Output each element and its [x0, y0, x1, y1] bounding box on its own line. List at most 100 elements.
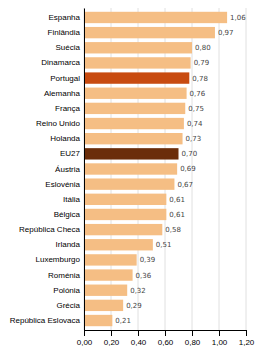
bar	[84, 27, 215, 38]
bar	[84, 88, 187, 99]
y-tick: Grécia	[56, 301, 84, 310]
bar	[84, 209, 166, 220]
y-tick: Áustria	[55, 165, 84, 174]
x-tick-mark	[219, 330, 220, 336]
bars	[84, 12, 227, 326]
data-label: 0,32	[130, 287, 146, 295]
data-label: 0,70	[182, 150, 198, 158]
bar	[84, 72, 189, 83]
bar	[84, 148, 179, 159]
data-label: 0,61	[169, 196, 185, 204]
x-tick: 1,00	[212, 330, 228, 347]
bar	[84, 269, 133, 280]
y-tick: Luxemburgo	[36, 255, 84, 264]
x-tick: 1,20	[239, 330, 255, 347]
bar	[84, 239, 153, 250]
y-tick-label: EU27	[60, 149, 81, 158]
data-label: 0,76	[190, 90, 206, 98]
x-tick: 0,20	[104, 330, 120, 347]
grid	[84, 8, 246, 330]
data-label: 0,39	[140, 256, 156, 264]
x-tick-mark	[111, 330, 112, 336]
y-tick: Reino Unido	[36, 119, 84, 128]
y-tick: Holanda	[50, 134, 84, 143]
y-tick-label: Irlanda	[56, 240, 81, 249]
grid-line	[84, 8, 85, 330]
bar	[84, 194, 166, 205]
data-label: 0,78	[192, 75, 208, 83]
data-label: 0,79	[194, 59, 210, 67]
y-tick: Polónia	[53, 286, 84, 295]
y-tick-label: Luxemburgo	[36, 255, 81, 264]
y-tick: Bélgica	[54, 210, 84, 219]
y-tick: Suécia	[56, 43, 84, 52]
y-tick-label: Eslovénia	[45, 180, 80, 189]
data-label: 0,36	[136, 272, 152, 280]
x-tick-label: 0,20	[104, 338, 120, 347]
y-tick: Irlanda	[56, 240, 84, 249]
bar	[84, 163, 177, 174]
y-tick: Espanha	[48, 13, 84, 22]
bar	[84, 178, 174, 189]
data-label: 0,29	[126, 302, 142, 310]
bar	[84, 300, 123, 311]
y-tick-label: Reino Unido	[36, 119, 81, 128]
bar	[84, 133, 183, 144]
x-tick-mark	[138, 330, 139, 336]
y-tick-label: Áustria	[55, 165, 80, 174]
bar	[84, 42, 192, 53]
x-tick-mark	[165, 330, 166, 336]
y-tick-label: Alemanha	[44, 89, 81, 98]
grid-line	[246, 8, 247, 330]
data-label: 0,69	[180, 165, 196, 173]
data-label: 0,58	[165, 226, 181, 234]
bar	[84, 12, 227, 23]
data-label: 0,80	[195, 44, 211, 52]
y-tick: Portugal	[50, 74, 84, 83]
x-tick: 0,40	[131, 330, 147, 347]
y-tick-label: Polónia	[53, 286, 80, 295]
data-labels: 0,21 0,29 0,32 0,36 0,390,51 0,58 0,61 0,61 0,67…	[115, 14, 246, 325]
chart: 0,00 0,20 0,40 0,60 0,80 1,00 1,20 República Es…	[0, 0, 260, 350]
data-label: 0,75	[188, 105, 204, 113]
x-tick-label: 0,60	[158, 338, 174, 347]
y-tick-label: Itália	[63, 195, 80, 204]
bar	[84, 103, 185, 114]
data-label: 0,61	[169, 211, 185, 219]
data-label: 0,51	[156, 241, 172, 249]
data-label: 0,74	[187, 120, 203, 128]
x-tick: 0,00	[77, 330, 93, 347]
y-tick: República Checa	[19, 225, 84, 234]
y-tick: República Eslovaca	[10, 316, 84, 325]
y-tick-label: Bélgica	[54, 210, 81, 219]
y-tick-label: Espanha	[48, 13, 80, 22]
data-label: 1,06	[230, 14, 246, 22]
y-tick: Itália	[63, 195, 84, 204]
y-tick: França	[55, 104, 84, 113]
y-tick: Roménia	[48, 271, 84, 280]
y-tick: EU27	[60, 149, 84, 158]
x-tick: 0,80	[185, 330, 201, 347]
x-tick-mark	[84, 330, 85, 336]
x-tick-label: 1,20	[239, 338, 255, 347]
y-tick-label: República Eslovaca	[10, 316, 81, 325]
y-tick-label: Finlândia	[48, 28, 81, 37]
x-tick-label: 0,40	[131, 338, 147, 347]
x-tick-label: 0,80	[185, 338, 201, 347]
y-tick: Eslovénia	[45, 180, 84, 189]
data-label: 0,67	[177, 181, 193, 189]
y-tick-label: França	[55, 104, 80, 113]
y-axis-line	[84, 9, 85, 331]
y-tick: Dinamarca	[41, 58, 84, 67]
y-tick: Finlândia	[48, 28, 84, 37]
y-tick-label: Roménia	[48, 271, 81, 280]
x-tick-label: 0,00	[77, 338, 93, 347]
bar	[84, 57, 191, 68]
y-axis: República Eslovaca Grécia Polónia Roménia Lu…	[10, 9, 85, 331]
data-label: 0,21	[115, 317, 131, 325]
y-tick-label: Dinamarca	[41, 58, 80, 67]
bar	[84, 118, 184, 129]
y-tick-label: Suécia	[56, 43, 81, 52]
y-tick-label: Portugal	[50, 74, 80, 83]
bar	[84, 315, 112, 326]
